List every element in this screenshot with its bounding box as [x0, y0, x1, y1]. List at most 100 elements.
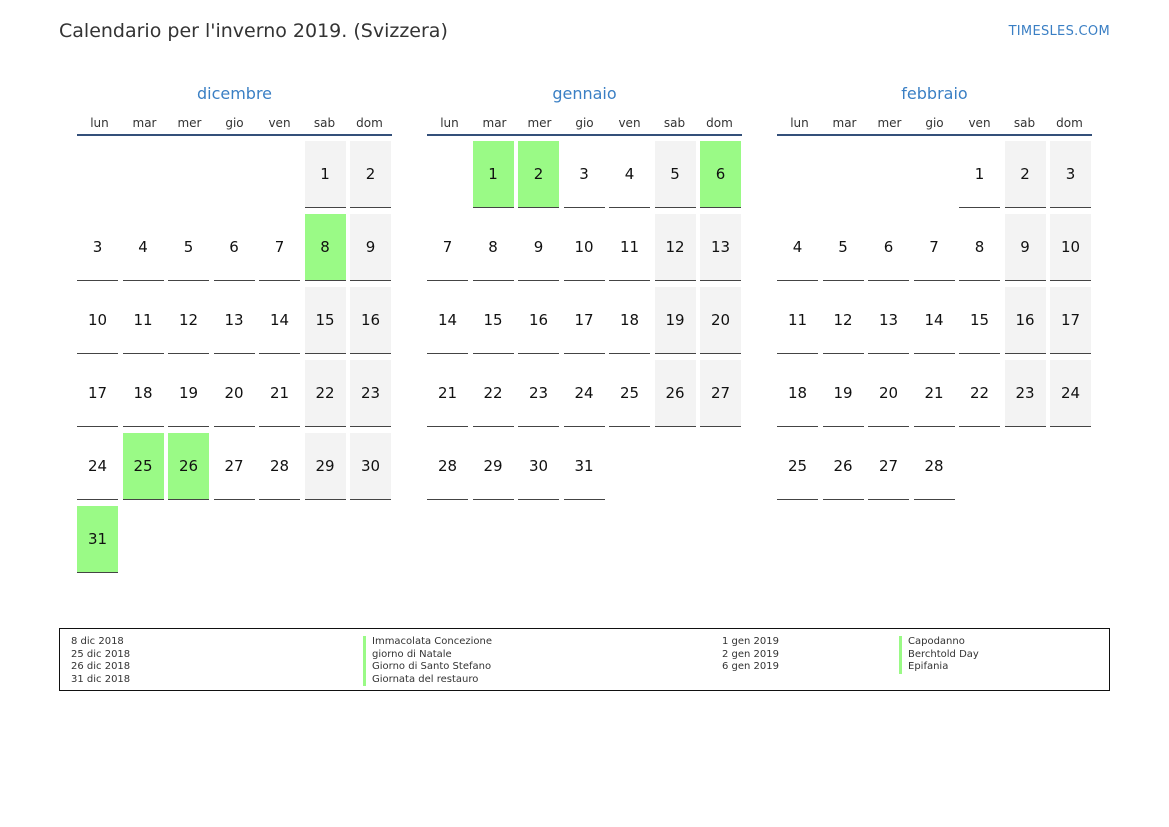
day-cell: 9	[1004, 214, 1046, 281]
legend-holiday-name: Berchtold Day	[899, 648, 979, 661]
day-cell: 1	[472, 141, 514, 208]
day-cell: 12	[168, 287, 209, 354]
weekday-label: sab	[663, 116, 686, 130]
legend-holiday-name: Capodanno	[899, 636, 979, 649]
weekday-label: mer	[527, 116, 552, 130]
day-cell: 23	[350, 360, 391, 427]
day-cell: 18	[777, 360, 818, 427]
weekday-label: dom	[706, 116, 733, 130]
legend-date: 2 gen 2019	[722, 648, 780, 660]
day-cell: 18	[122, 360, 164, 427]
day-cell: 15	[472, 287, 514, 354]
weekday-label: ven	[618, 116, 641, 130]
day-cell: 26	[654, 360, 696, 427]
legend-date: 31 dic 2018	[71, 673, 131, 685]
day-cell: 26	[822, 433, 864, 500]
day-cell: 5	[822, 214, 864, 281]
day-cell: 22	[959, 360, 1000, 427]
legend-date: 25 dic 2018	[71, 648, 131, 660]
day-cell: 29	[472, 433, 514, 500]
weekday-label: mar	[482, 116, 507, 130]
day-cell: 22	[304, 360, 346, 427]
day-cell: 11	[609, 214, 650, 281]
site-link[interactable]: TIMESLES.COM	[1008, 24, 1110, 39]
month-title: dicembre	[196, 84, 273, 103]
day-cell: 25	[609, 360, 650, 427]
day-cell: 17	[563, 287, 605, 354]
day-cell: 29	[304, 433, 346, 500]
legend-dates-right: 1 gen 2019 2 gen 2019 6 gen 2019	[722, 636, 779, 674]
day-cell: 31	[77, 506, 118, 573]
day-cell: 16	[518, 287, 559, 354]
page-title: Calendario per l'inverno 2019. (Svizzera…	[59, 20, 448, 42]
day-cell: 22	[472, 360, 514, 427]
day-cell: 6	[868, 214, 909, 281]
day-cell: 11	[777, 287, 818, 354]
day-cell: 2	[1004, 141, 1046, 208]
day-cell: 6	[213, 214, 255, 281]
day-cell: 21	[427, 360, 468, 427]
legend-holiday-name: giorno di Natale	[363, 648, 492, 661]
day-cell: 23	[518, 360, 559, 427]
legend-holiday-name: Giornata del restauro	[363, 673, 492, 686]
weekday-label: mer	[877, 116, 902, 130]
day-cell: 27	[868, 433, 909, 500]
day-cell: 14	[259, 287, 300, 354]
day-cell: 14	[913, 287, 955, 354]
day-cell: 5	[654, 141, 696, 208]
weekday-header: lun mar mer gio ven sab dom	[777, 106, 1092, 136]
day-cell: 23	[1004, 360, 1046, 427]
weekday-label: gio	[925, 116, 944, 130]
day-cell: 17	[77, 360, 118, 427]
month-title: gennaio	[552, 84, 617, 103]
day-cell: 11	[122, 287, 164, 354]
weekday-label: mar	[132, 116, 157, 130]
weekday-label: dom	[1056, 116, 1083, 130]
day-cell: 24	[563, 360, 605, 427]
day-cell: 3	[1050, 141, 1091, 208]
day-cell: 7	[427, 214, 468, 281]
weekday-label: ven	[268, 116, 291, 130]
day-cell: 31	[563, 433, 605, 500]
holiday-legend: 8 dic 2018 25 dic 2018 26 dic 2018 31 di…	[59, 628, 1110, 691]
day-cell: 9	[518, 214, 559, 281]
day-cell: 25	[122, 433, 164, 500]
day-cell: 3	[563, 141, 605, 208]
day-cell: 24	[1050, 360, 1091, 427]
legend-date: 6 gen 2019	[722, 661, 780, 672]
day-cell: 10	[77, 287, 118, 354]
day-cell: 28	[259, 433, 300, 500]
day-cell: 13	[868, 287, 909, 354]
weekday-label: gio	[575, 116, 594, 130]
legend-holiday-name: Immacolata Concezione	[363, 636, 492, 649]
day-cell: 19	[822, 360, 864, 427]
day-cell: 7	[259, 214, 300, 281]
day-cell: 10	[1050, 214, 1091, 281]
day-cell: 15	[959, 287, 1000, 354]
day-cell: 5	[168, 214, 209, 281]
day-cell: 4	[609, 141, 650, 208]
day-cell: 8	[472, 214, 514, 281]
weekday-label: mar	[832, 116, 857, 130]
day-cell: 20	[868, 360, 909, 427]
day-cell: 26	[168, 433, 209, 500]
day-cell: 30	[518, 433, 559, 500]
weekday-label: dom	[356, 116, 383, 130]
day-cell: 21	[259, 360, 300, 427]
day-cell: 13	[213, 287, 255, 354]
weekday-label: lun	[440, 116, 459, 130]
day-cell: 2	[518, 141, 559, 208]
legend-holiday-name: Giorno di Santo Stefano	[363, 661, 492, 674]
day-cell: 4	[777, 214, 818, 281]
weekday-header: lun mar mer gio ven sab dom	[77, 106, 392, 136]
day-cell: 30	[350, 433, 391, 500]
weekday-header: lun mar mer gio ven sab dom	[427, 106, 742, 136]
day-cell: 16	[1004, 287, 1046, 354]
day-cell: 1	[304, 141, 346, 208]
day-cell: 8	[304, 214, 346, 281]
day-cell: 28	[913, 433, 955, 500]
day-cell: 25	[777, 433, 818, 500]
